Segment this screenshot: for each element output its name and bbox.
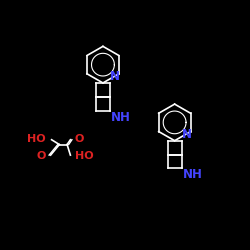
Text: O: O <box>36 151 46 161</box>
Text: O: O <box>75 134 84 144</box>
Text: HO: HO <box>75 151 94 161</box>
Text: HO: HO <box>27 134 46 144</box>
Text: NH: NH <box>182 168 203 181</box>
Text: NH: NH <box>111 111 131 124</box>
Text: N: N <box>182 128 192 141</box>
Text: N: N <box>110 70 120 83</box>
